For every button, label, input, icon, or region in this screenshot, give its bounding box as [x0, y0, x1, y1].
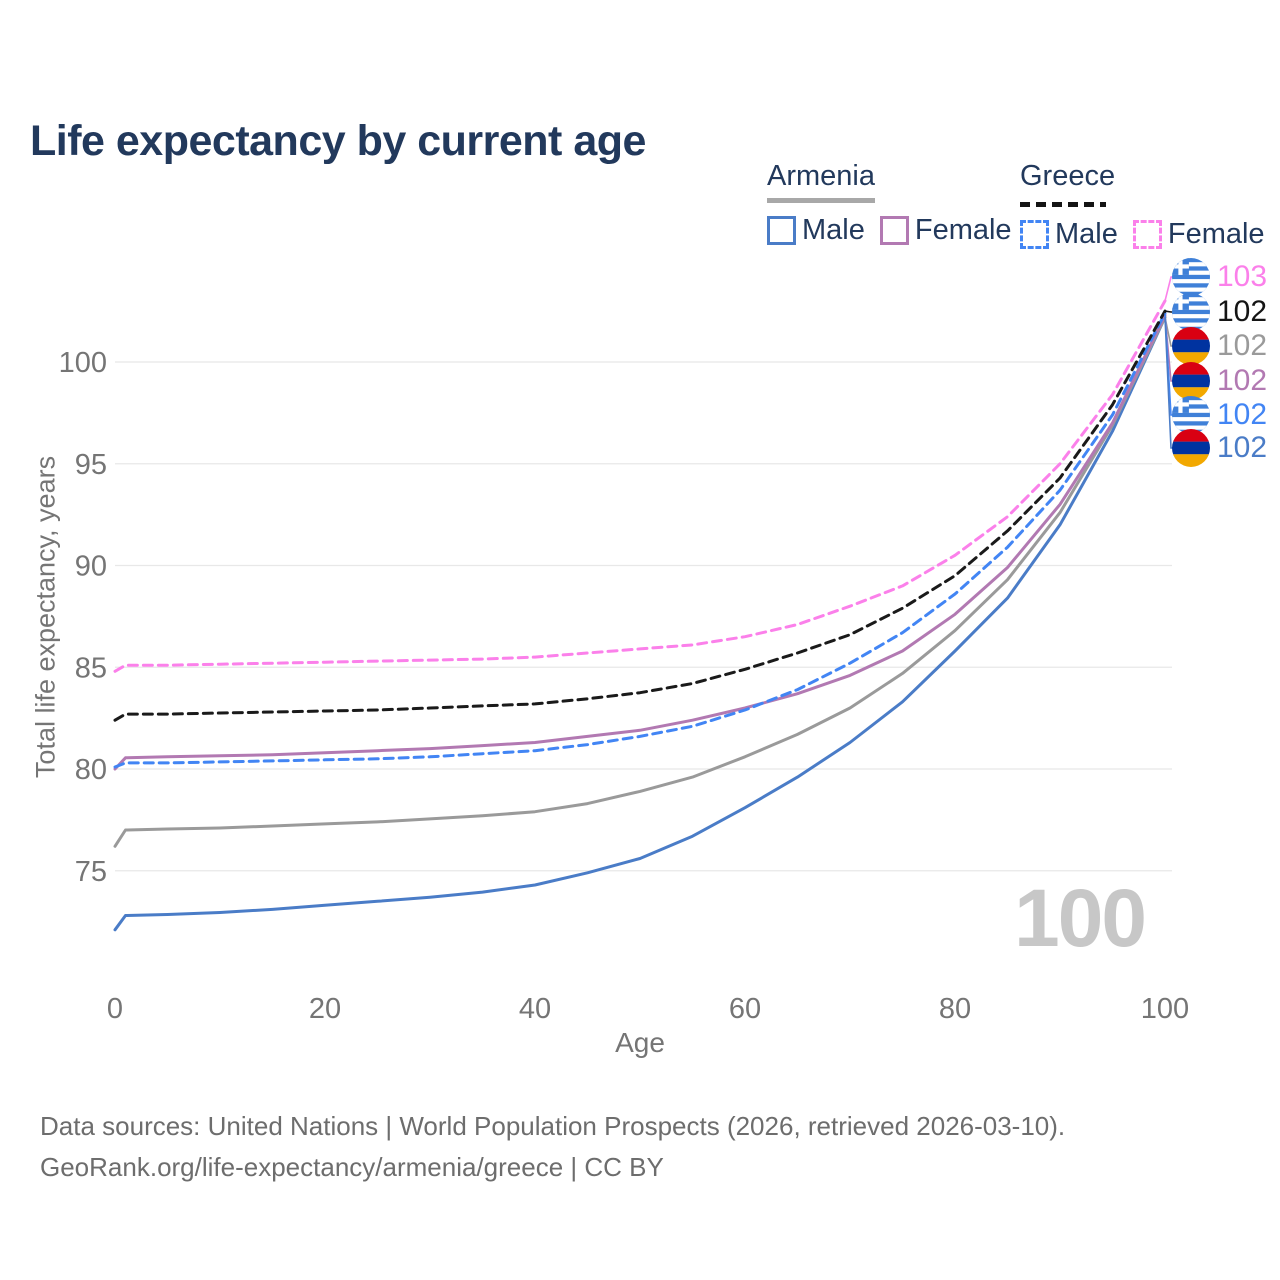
armenia-flag-icon	[1172, 362, 1210, 400]
legend-item-label: Female	[1167, 218, 1265, 250]
end-label-row: 102	[1172, 327, 1267, 365]
legend-item-label: Female	[914, 214, 1012, 246]
series-line-armenia-male[interactable]	[113, 315, 1167, 932]
end-label-row: 102	[1172, 362, 1267, 400]
y-tick-label: 85	[75, 652, 107, 684]
end-label-row: 102	[1172, 293, 1267, 331]
greece-flag-icon	[1172, 258, 1210, 296]
legend-item-greece-female[interactable]: Female	[1132, 218, 1265, 251]
x-tick-label: 80	[939, 993, 971, 1025]
series-line-greece[interactable]	[113, 309, 1167, 722]
legend-item-armenia-female[interactable]: Female	[879, 214, 1012, 247]
series-line-greece-female[interactable]	[113, 299, 1167, 673]
end-label-row: 102	[1172, 396, 1267, 434]
y-tick-label: 95	[75, 449, 107, 481]
end-label-value: 102	[1217, 398, 1268, 431]
end-label-value: 102	[1217, 295, 1268, 328]
series-line-greece-male[interactable]	[113, 311, 1167, 769]
legend-group-armenia: Armenia Male Female	[767, 160, 1012, 247]
legend-item-armenia-male[interactable]: Male	[767, 214, 865, 247]
end-label-row: 103	[1172, 258, 1267, 296]
greece-flag-icon	[1172, 293, 1210, 331]
x-axis-title: Age	[615, 1027, 665, 1058]
x-tick-label: 20	[309, 993, 341, 1025]
y-tick-label: 90	[75, 551, 107, 583]
armenia-female-swatch-icon	[879, 216, 909, 245]
legend-group-greece: Greece Male Female	[1020, 160, 1265, 251]
end-label-value: 102	[1217, 364, 1268, 397]
footer: Data sources: United Nations | World Pop…	[40, 1106, 1065, 1188]
armenia-flag-icon	[1172, 327, 1210, 365]
legend-country-greece[interactable]: Greece	[1020, 160, 1116, 192]
end-label-value: 102	[1217, 431, 1268, 464]
x-tick-label: 0	[107, 993, 123, 1025]
series-line-armenia-female[interactable]	[113, 313, 1167, 771]
x-tick-label: 60	[729, 993, 761, 1025]
end-label-value: 102	[1217, 329, 1268, 362]
end-label-row: 102	[1172, 429, 1267, 467]
x-tick-label: 40	[519, 993, 551, 1025]
y-tick-label: 100	[59, 347, 107, 379]
greece-dashed-underline	[1020, 202, 1106, 207]
greece-male-swatch-icon	[1020, 220, 1049, 249]
legend-country-armenia[interactable]: Armenia	[767, 160, 875, 203]
y-axis-title: Total life expectancy, years	[30, 455, 61, 779]
legend-item-label: Male	[1055, 218, 1118, 250]
y-tick-label: 75	[75, 856, 107, 888]
legend-item-label: Male	[802, 214, 865, 246]
x-tick-label: 100	[1141, 993, 1189, 1025]
legend-item-greece-male[interactable]: Male	[1020, 218, 1118, 251]
armenia-flag-icon	[1172, 429, 1210, 467]
end-label-value: 103	[1217, 260, 1268, 293]
series-line-armenia[interactable]	[113, 315, 1167, 848]
y-tick-label: 80	[75, 754, 107, 786]
age-watermark: 100	[1014, 873, 1147, 964]
attribution-line: GeoRank.org/life-expectancy/armenia/gree…	[40, 1152, 664, 1182]
page-title: Life expectancy by current age	[30, 116, 646, 165]
data-source-line: Data sources: United Nations | World Pop…	[40, 1111, 1066, 1141]
greece-female-swatch-icon	[1132, 220, 1162, 249]
armenia-male-swatch-icon	[767, 216, 796, 245]
